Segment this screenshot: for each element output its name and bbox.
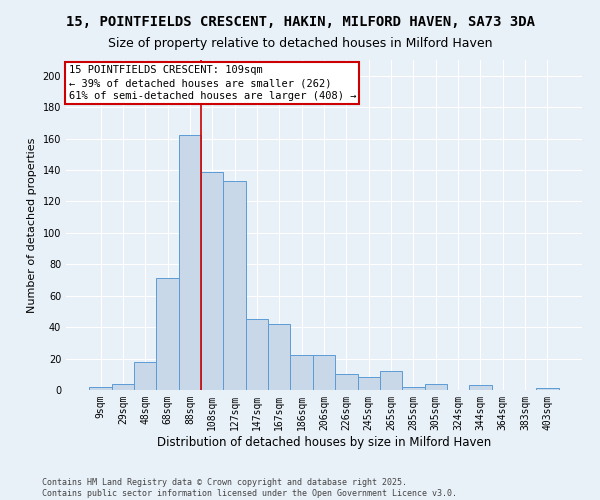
Text: 15, POINTFIELDS CRESCENT, HAKIN, MILFORD HAVEN, SA73 3DA: 15, POINTFIELDS CRESCENT, HAKIN, MILFORD… [65, 15, 535, 29]
Y-axis label: Number of detached properties: Number of detached properties [27, 138, 37, 312]
X-axis label: Distribution of detached houses by size in Milford Haven: Distribution of detached houses by size … [157, 436, 491, 448]
Bar [134, 362, 157, 390]
Bar [425, 384, 447, 390]
Bar [223, 181, 246, 390]
Bar [112, 384, 134, 390]
Bar [402, 387, 425, 390]
Bar [268, 324, 290, 390]
Text: Size of property relative to detached houses in Milford Haven: Size of property relative to detached ho… [108, 38, 492, 51]
Bar [313, 356, 335, 390]
Bar [290, 356, 313, 390]
Bar [536, 388, 559, 390]
Bar [179, 136, 201, 390]
Bar [157, 278, 179, 390]
Bar [335, 374, 358, 390]
Text: 15 POINTFIELDS CRESCENT: 109sqm
← 39% of detached houses are smaller (262)
61% o: 15 POINTFIELDS CRESCENT: 109sqm ← 39% of… [68, 65, 356, 102]
Text: Contains HM Land Registry data © Crown copyright and database right 2025.
Contai: Contains HM Land Registry data © Crown c… [42, 478, 457, 498]
Bar [201, 172, 223, 390]
Bar [246, 320, 268, 390]
Bar [358, 378, 380, 390]
Bar [469, 386, 491, 390]
Bar [380, 371, 402, 390]
Bar [89, 387, 112, 390]
